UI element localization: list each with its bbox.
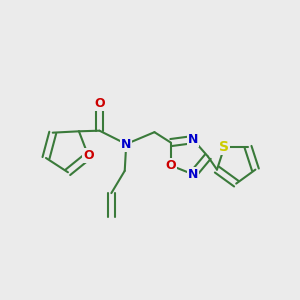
Text: N: N [188,133,198,146]
Text: S: S [219,140,229,154]
Text: N: N [121,138,131,151]
Text: O: O [94,98,105,110]
Text: O: O [83,149,94,162]
Text: N: N [188,168,198,181]
Text: O: O [166,159,176,172]
